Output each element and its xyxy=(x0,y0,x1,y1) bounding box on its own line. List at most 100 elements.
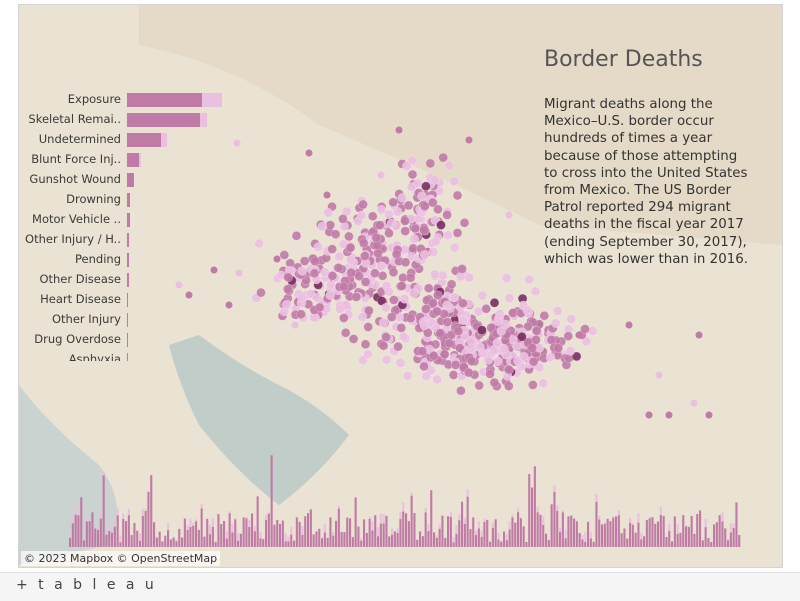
timeline-bar[interactable] xyxy=(231,533,233,548)
timeline-bar[interactable] xyxy=(607,519,609,547)
timeline-bar[interactable] xyxy=(584,542,586,547)
cause-bar[interactable] xyxy=(127,173,134,187)
timeline-bar[interactable] xyxy=(713,524,715,547)
timeline-bar-secondary[interactable] xyxy=(453,538,455,543)
timeline-bar[interactable] xyxy=(408,521,410,547)
timeline-bar[interactable] xyxy=(315,532,317,548)
timeline-bar[interactable] xyxy=(702,540,704,547)
timeline-bar[interactable] xyxy=(411,496,413,547)
timeline-bar[interactable] xyxy=(500,542,502,547)
timeline-bar[interactable] xyxy=(229,513,231,547)
timeline-bar-secondary[interactable] xyxy=(268,512,270,513)
timeline-bar[interactable] xyxy=(601,524,603,547)
timeline-bar[interactable] xyxy=(234,519,236,547)
timeline-bar-secondary[interactable] xyxy=(425,508,427,512)
timeline-bar-secondary[interactable] xyxy=(77,514,79,516)
timeline-bar[interactable] xyxy=(142,516,144,547)
timeline-bar[interactable] xyxy=(511,517,513,547)
timeline-bar[interactable] xyxy=(397,533,399,547)
timeline-bar-secondary[interactable] xyxy=(436,535,438,538)
timeline-bar[interactable] xyxy=(290,535,292,548)
timeline-bar[interactable] xyxy=(363,519,365,547)
timeline-bar-secondary[interactable] xyxy=(464,518,466,524)
cause-row[interactable]: Other Injury / H.. xyxy=(19,229,239,249)
timeline-bar[interactable] xyxy=(103,475,105,547)
timeline-bar[interactable] xyxy=(268,514,270,547)
timeline-bar-secondary[interactable] xyxy=(733,524,735,528)
timeline-bar[interactable] xyxy=(441,516,443,547)
timeline-bar-secondary[interactable] xyxy=(537,507,539,513)
timeline-bar[interactable] xyxy=(534,466,536,547)
tableau-logo[interactable]: + t a b l e a u xyxy=(16,577,157,593)
timeline-bar[interactable] xyxy=(77,515,79,547)
timeline-bar[interactable] xyxy=(570,516,572,547)
cause-row[interactable]: Blunt Force Inj.. xyxy=(19,149,239,169)
timeline-bar[interactable] xyxy=(313,534,315,547)
timeline-bar-secondary[interactable] xyxy=(727,539,729,540)
timeline-bar[interactable] xyxy=(556,511,558,547)
timeline-bar[interactable] xyxy=(352,537,354,547)
timeline-bar[interactable] xyxy=(727,540,729,547)
timeline-bar[interactable] xyxy=(89,521,91,547)
timeline-bar[interactable] xyxy=(696,514,698,547)
timeline-bar[interactable] xyxy=(391,535,393,547)
timeline-bar-secondary[interactable] xyxy=(472,517,474,518)
timeline-bar[interactable] xyxy=(296,517,298,547)
timeline-bar[interactable] xyxy=(338,509,340,547)
timeline-bar[interactable] xyxy=(105,535,107,547)
timeline-bar[interactable] xyxy=(282,521,284,548)
timeline-bar[interactable] xyxy=(369,519,371,547)
timeline-bar-secondary[interactable] xyxy=(584,532,586,542)
timeline-bar[interactable] xyxy=(215,542,217,547)
timeline-bar[interactable] xyxy=(483,522,485,547)
timeline-bar[interactable] xyxy=(646,520,648,547)
timeline-bar[interactable] xyxy=(604,524,606,547)
timeline-bar[interactable] xyxy=(212,527,214,547)
timeline-bar[interactable] xyxy=(433,532,435,547)
timeline-bar[interactable] xyxy=(497,539,499,547)
cause-row[interactable]: Exposure xyxy=(19,89,239,109)
cause-bar-secondary[interactable] xyxy=(202,93,222,107)
timeline-bar-secondary[interactable] xyxy=(195,519,197,521)
timeline-bar[interactable] xyxy=(623,529,625,548)
timeline-bar-secondary[interactable] xyxy=(730,523,732,532)
timeline-bar[interactable] xyxy=(458,520,460,547)
timeline-bar[interactable] xyxy=(175,541,177,547)
timeline-bar[interactable] xyxy=(310,509,312,547)
timeline-bar-secondary[interactable] xyxy=(492,523,494,528)
timeline-bar[interactable] xyxy=(371,531,373,548)
timeline-bar[interactable] xyxy=(469,529,471,547)
timeline-bar[interactable] xyxy=(455,534,457,547)
cause-bar[interactable] xyxy=(127,93,202,107)
timeline-bar-secondary[interactable] xyxy=(189,519,191,528)
timeline-bar[interactable] xyxy=(685,526,687,547)
timeline-bar[interactable] xyxy=(75,515,77,548)
timeline-bar-secondary[interactable] xyxy=(117,509,119,516)
cause-row[interactable]: Drowning xyxy=(19,189,239,209)
timeline-bar[interactable] xyxy=(72,523,74,547)
timeline-bar[interactable] xyxy=(343,532,345,547)
timeline-bar[interactable] xyxy=(716,522,718,547)
cause-bar[interactable] xyxy=(127,273,129,287)
timeline-bar-secondary[interactable] xyxy=(509,522,511,530)
timeline-bar[interactable] xyxy=(243,518,245,548)
timeline-bar-secondary[interactable] xyxy=(391,529,393,535)
timeline-bar-secondary[interactable] xyxy=(287,537,289,542)
timeline-bar[interactable] xyxy=(198,530,200,547)
timeline-bar[interactable] xyxy=(153,522,155,547)
timeline-bar[interactable] xyxy=(453,542,455,547)
timeline-bar[interactable] xyxy=(635,533,637,547)
timeline-bar[interactable] xyxy=(304,516,306,547)
timeline-bar[interactable] xyxy=(503,532,505,548)
timeline-bar[interactable] xyxy=(156,538,158,548)
timeline-bar-secondary[interactable] xyxy=(539,514,541,515)
timeline-bar[interactable] xyxy=(514,523,516,547)
timeline-bar[interactable] xyxy=(380,524,382,547)
cause-bar[interactable] xyxy=(127,333,128,347)
timeline-bar[interactable] xyxy=(450,517,452,547)
timeline-bar[interactable] xyxy=(240,534,242,547)
timeline-bar[interactable] xyxy=(637,523,639,547)
timeline-bar[interactable] xyxy=(618,515,620,547)
timeline-bar[interactable] xyxy=(133,523,135,547)
timeline-bar-secondary[interactable] xyxy=(649,517,651,519)
